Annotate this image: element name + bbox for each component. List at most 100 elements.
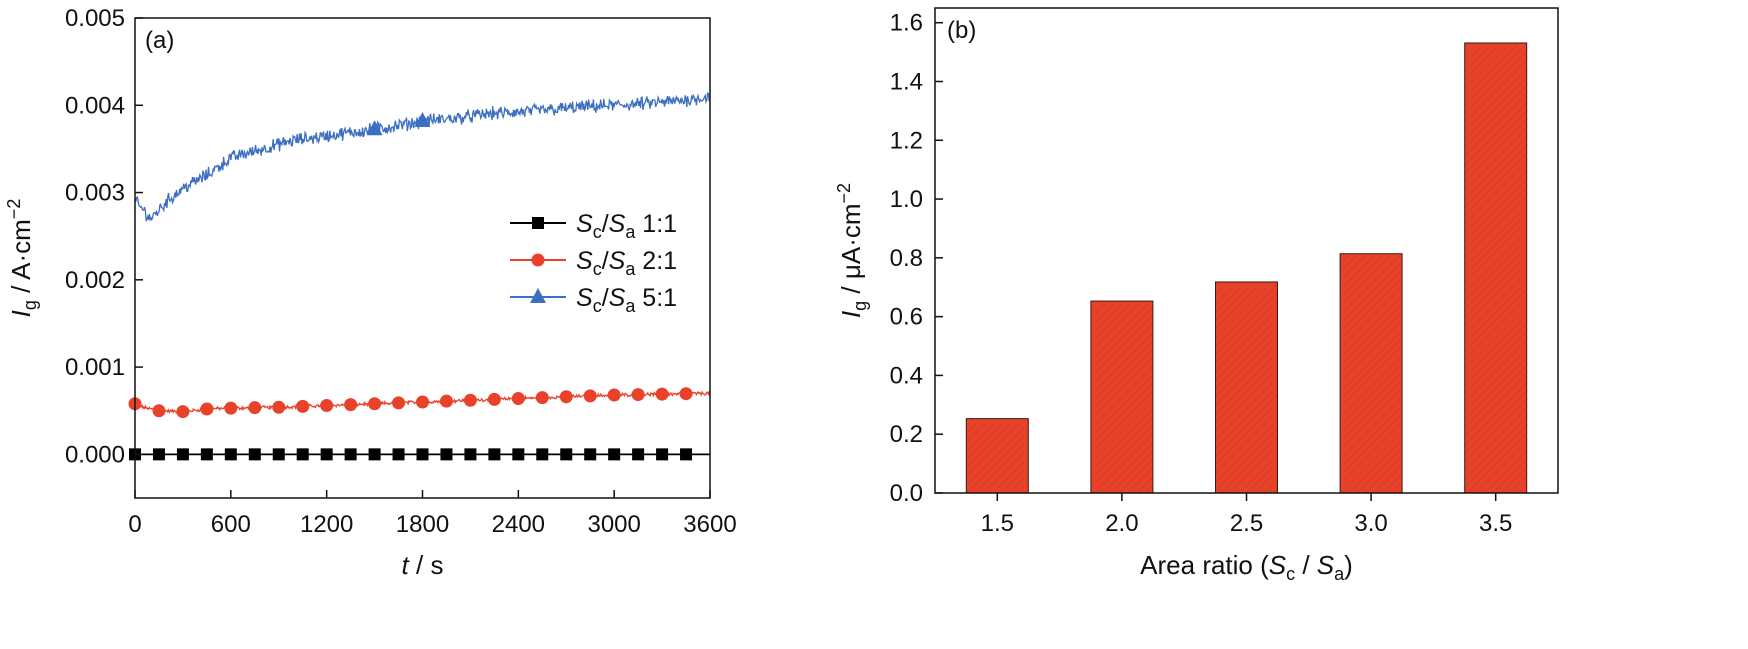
- y-tick-label-b: 0.4: [890, 362, 923, 389]
- y-tick-label-a: 0.003: [65, 180, 125, 207]
- data-point: [655, 387, 669, 401]
- data-point: [248, 401, 262, 415]
- data-point: [392, 448, 405, 461]
- chart-panel-b: 1.5 2.0 2.5 3.0 3.5 0.0 0.2 0.4 0.6 0.8 1.0 1.2 1.4 1…: [834, 7, 1559, 584]
- x-tick-label-a: 3000: [587, 511, 640, 538]
- y-tick-label-a: 0.000: [65, 441, 125, 468]
- data-point: [608, 448, 621, 461]
- x-axis-var-a: t: [402, 550, 411, 580]
- data-point: [272, 400, 286, 414]
- y-tick-label-a: 0.004: [65, 92, 125, 119]
- y-axis-label-b: Ig / μA·cm−2: [834, 183, 870, 318]
- legend-label-1-1: Sc/Sa 1:1: [576, 210, 677, 242]
- data-point: [368, 448, 381, 461]
- data-point: [248, 448, 261, 461]
- y-tick-label-a: 0.005: [65, 5, 125, 32]
- panel-label-a: (a): [145, 27, 174, 54]
- data-point: [366, 120, 383, 136]
- data-point: [200, 402, 214, 416]
- y-tick-label-b: 1.6: [890, 10, 923, 37]
- data-point: [296, 448, 309, 461]
- bars-b: [965, 42, 1528, 494]
- data-point: [512, 448, 525, 461]
- data-point: [272, 448, 285, 461]
- x-axis-unit-a: / s: [409, 550, 444, 580]
- data-point: [416, 395, 429, 409]
- data-point: [320, 398, 334, 412]
- data-point: [439, 394, 453, 408]
- data-point: [176, 448, 189, 461]
- bar-hatch: [1215, 281, 1278, 493]
- data-point: [392, 396, 406, 410]
- y-tick-label-b: 1.4: [890, 68, 923, 95]
- y-axis-unit-a: / A·cm: [6, 219, 36, 300]
- data-point: [176, 405, 190, 419]
- data-point: [632, 448, 645, 461]
- y-tick-label-b: 0.8: [890, 245, 923, 272]
- x-tick-label-b: 2.0: [1105, 510, 1138, 537]
- x-tick-label-a: 1800: [396, 511, 449, 538]
- data-point: [535, 391, 549, 405]
- bar-hatch: [1090, 301, 1153, 493]
- x-tick-label-a: 2400: [492, 511, 545, 538]
- data-point: [152, 448, 165, 461]
- legend-entry-2-1: Sc/Sa 2:1: [510, 247, 677, 279]
- x-tick-label-b: 1.5: [981, 510, 1014, 537]
- x-tick-label-a: 600: [211, 511, 251, 538]
- bar-hatch: [1464, 42, 1527, 493]
- legend-marker: [532, 217, 544, 229]
- y-tick-label-a: 0.001: [65, 354, 125, 381]
- series-triangle: [134, 92, 711, 222]
- data-point: [414, 111, 431, 127]
- data-point: [463, 393, 477, 407]
- data-point: [536, 448, 549, 461]
- data-point: [559, 390, 573, 404]
- y-axis-var-a: I: [6, 310, 36, 317]
- data-point: [488, 448, 501, 461]
- legend-label-5-1: Sc/Sa 5:1: [576, 284, 677, 316]
- legend-a: Sc/Sa 1:1 Sc/Sa 2:1 Sc/Sa 5:1: [510, 210, 677, 316]
- data-point: [296, 399, 310, 413]
- y-tick-label-b: 0.6: [890, 304, 923, 331]
- y-tick-label-a: 0.002: [65, 267, 125, 294]
- plot-area-a: [128, 92, 711, 461]
- data-point: [152, 404, 166, 418]
- bar-hatch: [1340, 253, 1403, 493]
- data-point: [656, 448, 669, 461]
- data-point: [320, 448, 333, 461]
- x-tick-label-b: 2.5: [1230, 510, 1263, 537]
- data-point: [584, 448, 597, 461]
- y-tick-label-b: 1.2: [890, 127, 923, 154]
- legend-entry-1-1: Sc/Sa 1:1: [510, 210, 677, 242]
- data-point: [583, 389, 597, 403]
- x-tick-label-b: 3.5: [1479, 510, 1512, 537]
- y-tick-label-b: 0.2: [890, 421, 923, 448]
- data-point: [200, 448, 213, 461]
- y-tick-label-b: 1.0: [890, 186, 923, 213]
- data-point: [344, 448, 357, 461]
- legend-label-2-1: Sc/Sa 2:1: [576, 247, 677, 279]
- data-point: [680, 448, 693, 461]
- panel-label-b: (b): [947, 17, 976, 44]
- legend-marker: [530, 288, 546, 303]
- y-axis-sub-a: g: [20, 300, 40, 310]
- y-axis-label-a: Ig / A·cm−2: [4, 199, 40, 318]
- x-tick-label-a: 3600: [683, 511, 736, 538]
- y-tick-label-b: 0.0: [890, 480, 923, 507]
- data-point: [416, 448, 429, 461]
- axis-ticks-a: 0 600 1200 1800 2400 3000 3600 0.000 0.001 0.002 0…: [65, 5, 737, 538]
- data-point: [679, 387, 693, 401]
- data-point: [607, 388, 621, 402]
- x-axis-label-a: t / s: [402, 550, 444, 580]
- x-tick-label-a: 1200: [300, 511, 353, 538]
- legend-entry-5-1: Sc/Sa 5:1: [510, 284, 677, 316]
- data-point: [344, 398, 358, 412]
- data-point: [440, 448, 453, 461]
- data-point: [487, 392, 501, 406]
- x-tick-label-b: 3.0: [1354, 510, 1387, 537]
- data-point: [224, 448, 237, 461]
- data-point: [631, 388, 645, 402]
- axis-ticks-b: 1.5 2.0 2.5 3.0 3.5 0.0 0.2 0.4 0.6 0.8 1.0 1.2 1.4 1…: [890, 10, 1513, 537]
- data-point: [464, 448, 477, 461]
